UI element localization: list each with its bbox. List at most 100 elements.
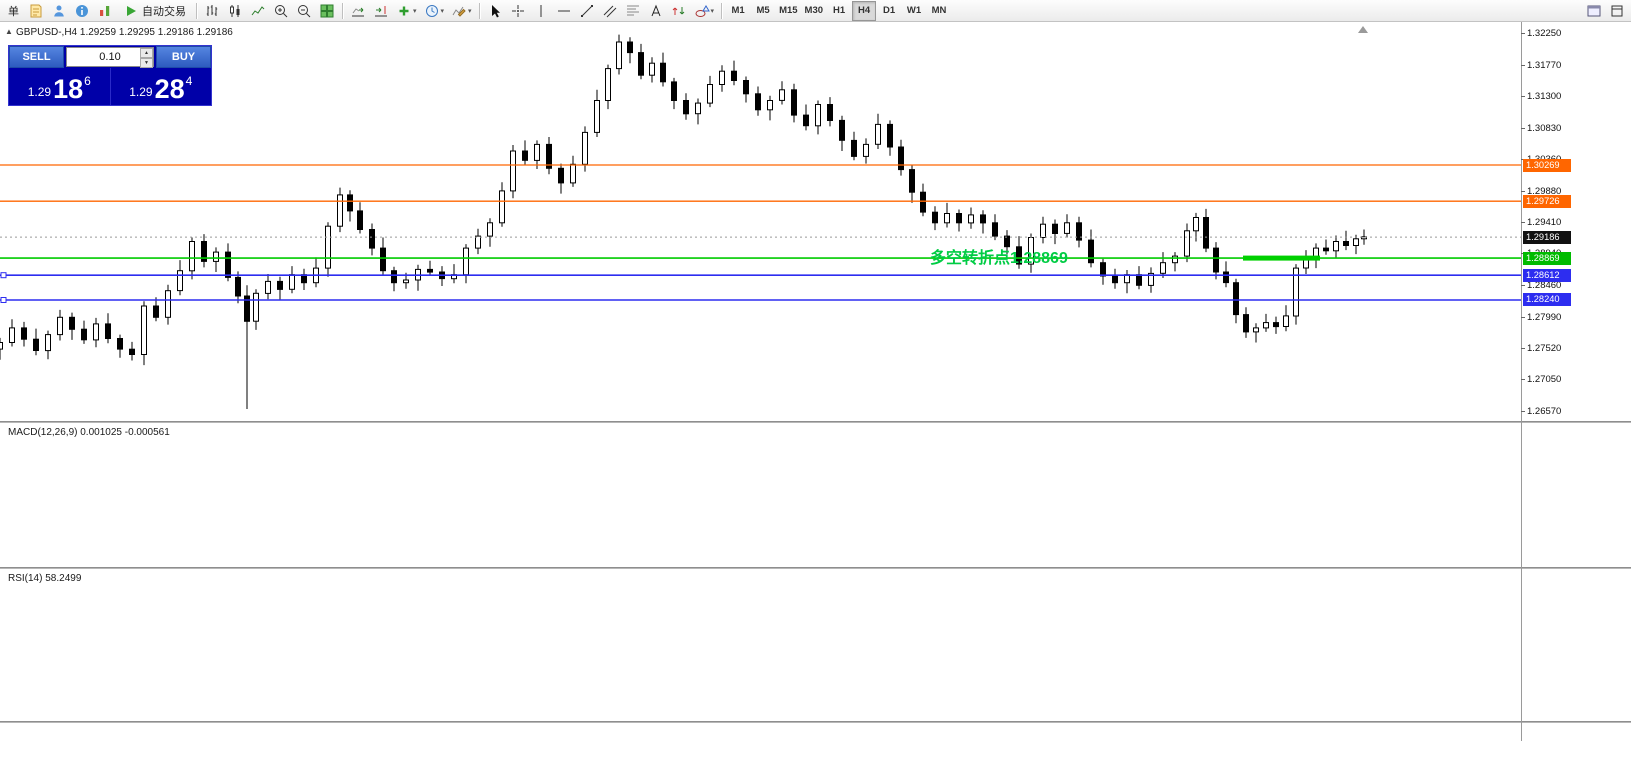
- templates-button[interactable]: ▾: [448, 1, 475, 21]
- chart-line-button[interactable]: [247, 1, 269, 21]
- trendline-button[interactable]: [576, 1, 598, 21]
- panel-separator[interactable]: [0, 721, 1631, 723]
- scroll-to-end-icon[interactable]: [1358, 26, 1368, 33]
- zoom-out-icon: [296, 3, 312, 19]
- price-axis-border: [1521, 22, 1522, 741]
- crosshair-button[interactable]: [507, 1, 529, 21]
- timeframe-m30[interactable]: M30: [802, 1, 826, 21]
- crosshair-icon: [510, 3, 526, 19]
- new-order-icon: [28, 3, 44, 19]
- autotrade-label: 自动交易: [142, 5, 186, 18]
- timeframe-m15[interactable]: M15: [776, 1, 800, 21]
- toolbar-separator: [342, 2, 343, 19]
- auto-scroll-icon: [350, 3, 366, 19]
- price-axis-label: 1.32250: [1527, 28, 1562, 40]
- arrows-button[interactable]: [668, 1, 690, 21]
- price-axis-label: 1.31770: [1527, 60, 1562, 72]
- windows-button[interactable]: [1583, 1, 1605, 21]
- timeframe-m5[interactable]: M5: [751, 1, 775, 21]
- sell-button[interactable]: SELL: [9, 46, 64, 68]
- market-watch-button[interactable]: [94, 1, 116, 21]
- dropdown-caret-icon: ▾: [710, 7, 715, 15]
- fibonacci-button[interactable]: [622, 1, 644, 21]
- price-axis-label: 1.27990: [1527, 311, 1562, 323]
- price-axis-tick: [1521, 96, 1525, 98]
- price-axis-label: 1.28460: [1527, 280, 1562, 292]
- zoom-in-icon: [273, 3, 289, 19]
- sell-price[interactable]: 1.29 18 6: [9, 68, 110, 105]
- chart-bars-button[interactable]: [201, 1, 223, 21]
- horizontal-line-button[interactable]: [553, 1, 575, 21]
- level-price-badge: 1.28612: [1523, 268, 1571, 282]
- volume-up-icon[interactable]: ▲: [140, 48, 153, 58]
- fibonacci-icon: [625, 3, 641, 19]
- vertical-line-icon: [533, 3, 549, 19]
- tile-windows-button[interactable]: [316, 1, 338, 21]
- timeframe-d1[interactable]: D1: [877, 1, 901, 21]
- price-axis-tick: [1521, 190, 1525, 192]
- chart-shift-icon: [373, 3, 389, 19]
- shapes-button[interactable]: ▾: [691, 1, 718, 21]
- volume-value: 0.10: [99, 51, 121, 63]
- volume-stepper-arrows[interactable]: ▲ ▼: [140, 48, 153, 68]
- chart-shift-button[interactable]: [370, 1, 392, 21]
- panel-separator[interactable]: [0, 567, 1631, 569]
- autotrade-button[interactable]: 自动交易: [117, 1, 192, 21]
- toolbar: 单 自动交易 ▾ ▾ ▾ ▾ M1 M5 M15 M30 H1 H4 D1 W1 MN: [0, 0, 1631, 22]
- accounts-button[interactable]: [48, 1, 70, 21]
- chart-bars-icon: [204, 3, 220, 19]
- panel-separator[interactable]: [0, 421, 1631, 423]
- dropdown-caret-icon: ▾: [413, 7, 417, 15]
- price-axis-tick: [1521, 347, 1525, 349]
- buy-price-pips: 28: [154, 74, 185, 105]
- sell-price-base: 1.29: [27, 85, 52, 99]
- auto-scroll-button[interactable]: [347, 1, 369, 21]
- zoom-in-button[interactable]: [270, 1, 292, 21]
- rsi-panel[interactable]: [0, 569, 1521, 721]
- price-axis-label: 1.26570: [1527, 406, 1562, 418]
- fullscreen-button[interactable]: [1606, 1, 1628, 21]
- dropdown-caret-icon: ▾: [440, 7, 445, 15]
- volume-down-icon[interactable]: ▼: [140, 58, 153, 68]
- timeframe-m1[interactable]: M1: [726, 1, 750, 21]
- sell-price-point: 6: [84, 74, 91, 88]
- accounts-icon: [51, 3, 67, 19]
- dropdown-caret-icon: ▾: [468, 7, 472, 15]
- price-axis-tick: [1521, 379, 1525, 381]
- chart-line-icon: [250, 3, 266, 19]
- periods-button[interactable]: ▾: [421, 1, 448, 21]
- level-price-badge: 1.28869: [1523, 251, 1571, 265]
- channel-button[interactable]: [599, 1, 621, 21]
- price-axis-label: 1.29880: [1527, 185, 1562, 197]
- timeframe-w1[interactable]: W1: [902, 1, 926, 21]
- community-button[interactable]: [71, 1, 93, 21]
- new-order-button[interactable]: [25, 1, 47, 21]
- panel-collapse-icon[interactable]: [5, 27, 13, 36]
- price-axis-tick: [1521, 285, 1525, 287]
- vertical-line-button[interactable]: [530, 1, 552, 21]
- timeframe-mn[interactable]: MN: [927, 1, 951, 21]
- line-handle: [0, 297, 7, 303]
- buy-price[interactable]: 1.29 28 4: [109, 68, 212, 105]
- volume-stepper[interactable]: 0.10 ▲ ▼: [66, 47, 154, 68]
- time-axis[interactable]: [0, 723, 1521, 741]
- zoom-out-button[interactable]: [293, 1, 315, 21]
- price-chart[interactable]: [0, 22, 1521, 421]
- buy-button[interactable]: BUY: [156, 46, 211, 68]
- toolbar-separator: [196, 2, 197, 19]
- level-price-badge: 1.28240: [1523, 293, 1571, 307]
- horizontal-line-icon: [556, 3, 572, 19]
- cursor-button[interactable]: [484, 1, 506, 21]
- pivot-annotation[interactable]: 多空转折点1.28869: [930, 250, 1068, 267]
- price-axis-tick: [1521, 316, 1525, 318]
- chart-candles-icon: [227, 3, 243, 19]
- menu-order-label: 单: [8, 5, 19, 18]
- timeframe-h4[interactable]: H4: [852, 0, 877, 21]
- level-price-badge: 1.29726: [1523, 194, 1571, 208]
- text-label-button[interactable]: [645, 1, 667, 21]
- macd-panel[interactable]: [0, 423, 1521, 567]
- timeframe-h1[interactable]: H1: [827, 1, 851, 21]
- price-axis-tick: [1521, 222, 1525, 224]
- chart-candles-button[interactable]: [224, 1, 246, 21]
- indicators-button[interactable]: ▾: [393, 1, 420, 21]
